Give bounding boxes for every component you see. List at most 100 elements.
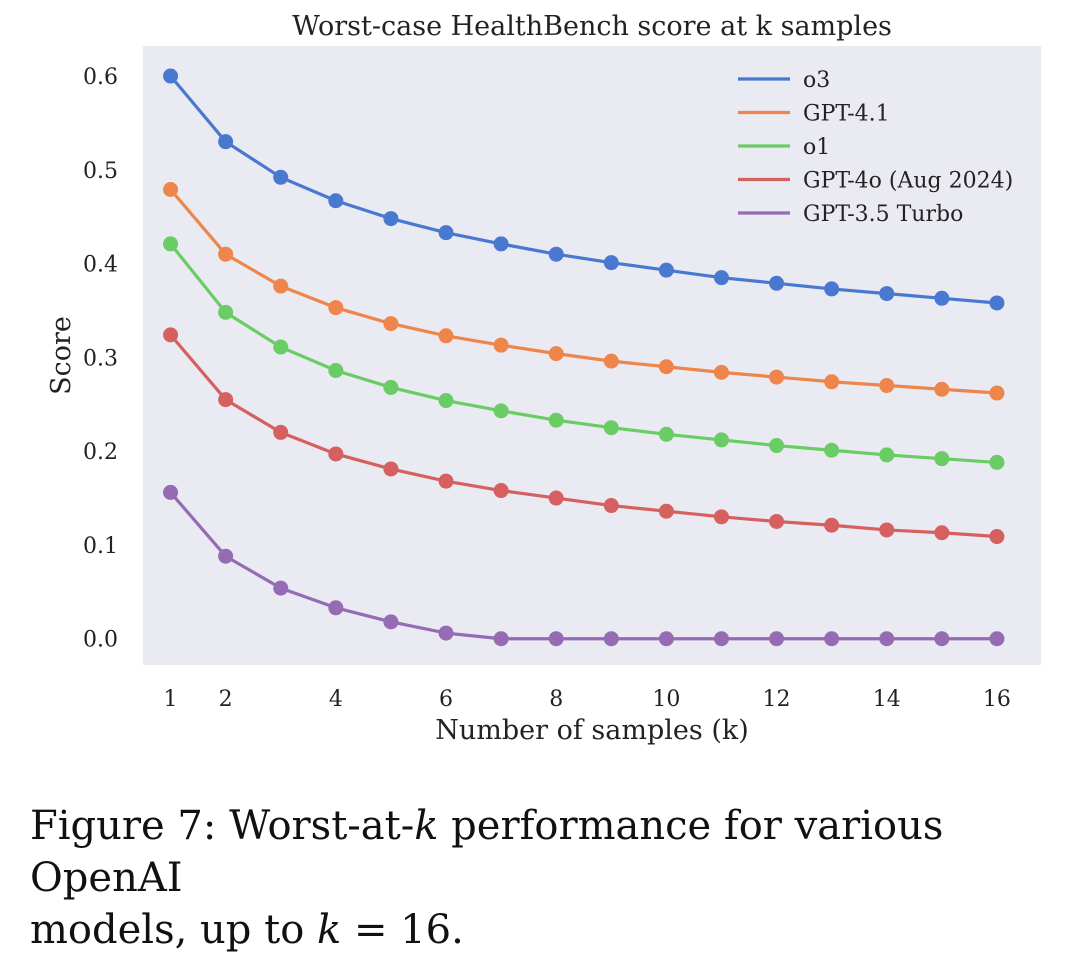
data-point: [658, 503, 674, 519]
data-point: [328, 300, 344, 316]
series-line: [169, 242, 998, 465]
data-point: [218, 392, 234, 408]
y-tick-label: 0.1: [83, 534, 118, 559]
x-tick-label: 4: [329, 687, 343, 712]
data-point: [934, 381, 950, 397]
data-point: [658, 262, 674, 278]
x-tick-label: 10: [652, 687, 680, 712]
series-o3: [163, 68, 1005, 311]
data-point: [769, 275, 785, 291]
data-point: [824, 517, 840, 533]
legend-item: GPT-4.1: [738, 102, 890, 127]
data-point: [438, 328, 454, 344]
series-line: [169, 491, 997, 641]
data-point: [603, 498, 619, 514]
caption-text: = 16.: [341, 907, 464, 953]
data-point: [989, 631, 1005, 647]
data-point: [218, 246, 234, 262]
legend-label: o1: [803, 135, 830, 160]
data-point: [989, 529, 1005, 545]
caption-math-k: k: [414, 803, 439, 849]
data-point: [769, 369, 785, 385]
data-point: [493, 403, 509, 419]
data-point: [603, 420, 619, 436]
data-point: [328, 600, 344, 616]
legend-label: GPT-4.1: [803, 102, 890, 127]
x-tick-label: 6: [439, 687, 453, 712]
data-point: [438, 393, 454, 409]
caption-math-k: k: [317, 907, 342, 953]
plot-area: [143, 46, 1041, 665]
data-point: [548, 490, 564, 506]
data-point: [879, 631, 895, 647]
data-point: [824, 281, 840, 297]
data-point: [163, 68, 179, 84]
data-point: [934, 451, 950, 467]
data-point: [658, 631, 674, 647]
y-tick-label: 0.5: [83, 159, 118, 184]
data-point: [989, 385, 1005, 401]
data-point: [934, 631, 950, 647]
data-point: [824, 442, 840, 458]
chart-title: Worst-case HealthBench score at k sample…: [292, 11, 892, 42]
data-point: [989, 454, 1005, 470]
data-point: [713, 364, 729, 380]
y-tick-label: 0.3: [83, 346, 118, 371]
data-point: [603, 353, 619, 369]
caption-text: Figure 7: Worst-at-: [30, 803, 415, 849]
data-point: [934, 290, 950, 306]
data-point: [713, 509, 729, 525]
legend-label: o3: [803, 68, 830, 93]
legend-label: GPT-3.5 Turbo: [803, 202, 963, 227]
x-tick-label: 14: [873, 687, 901, 712]
data-point: [273, 339, 289, 355]
data-point: [713, 631, 729, 647]
series-gpt-4o-aug-2024: [163, 327, 1005, 545]
data-point: [603, 631, 619, 647]
series-o1: [163, 236, 1005, 470]
data-point: [438, 625, 454, 641]
x-tick-label: 1: [164, 687, 178, 712]
series-line: [169, 333, 998, 539]
data-point: [769, 631, 785, 647]
data-point: [548, 412, 564, 428]
data-point: [548, 346, 564, 362]
data-point: [713, 270, 729, 286]
y-tick-label: 0.0: [83, 628, 118, 653]
legend-item: o1: [738, 135, 830, 160]
x-tick-label: 8: [549, 687, 563, 712]
legend-label: GPT-4o (Aug 2024): [803, 169, 1013, 194]
series-line: [169, 188, 998, 395]
y-tick-label: 0.4: [83, 253, 118, 278]
y-axis-ticks: 0.0 0.1 0.2 0.3 0.4 0.5 0.6: [83, 65, 118, 653]
data-point: [438, 225, 454, 241]
data-point: [879, 378, 895, 394]
data-point: [163, 181, 179, 197]
data-point: [163, 327, 179, 343]
x-axis-ticks: 1 2 4 6 8 10 12 14 16: [164, 687, 1011, 712]
data-point: [273, 424, 289, 440]
x-tick-label: 16: [983, 687, 1011, 712]
data-point: [218, 134, 234, 150]
data-point: [934, 525, 950, 541]
data-point: [328, 363, 344, 379]
data-point: [383, 379, 399, 395]
data-point: [493, 337, 509, 353]
data-point: [383, 211, 399, 227]
data-point: [989, 295, 1005, 311]
data-point: [218, 304, 234, 320]
series-gpt-4-1: [163, 181, 1005, 401]
data-point: [713, 432, 729, 448]
x-tick-label: 2: [219, 687, 233, 712]
data-point: [879, 522, 895, 538]
data-point: [163, 484, 179, 500]
data-point: [273, 278, 289, 294]
data-point: [383, 461, 399, 477]
line-chart: Worst-case HealthBench score at k sample…: [46, 11, 1041, 746]
data-point: [824, 631, 840, 647]
x-tick-label: 12: [763, 687, 791, 712]
data-point: [438, 473, 454, 489]
series-layer: [163, 68, 1005, 647]
legend-item: o3: [738, 68, 830, 93]
x-axis-label: Number of samples (k): [435, 715, 749, 746]
